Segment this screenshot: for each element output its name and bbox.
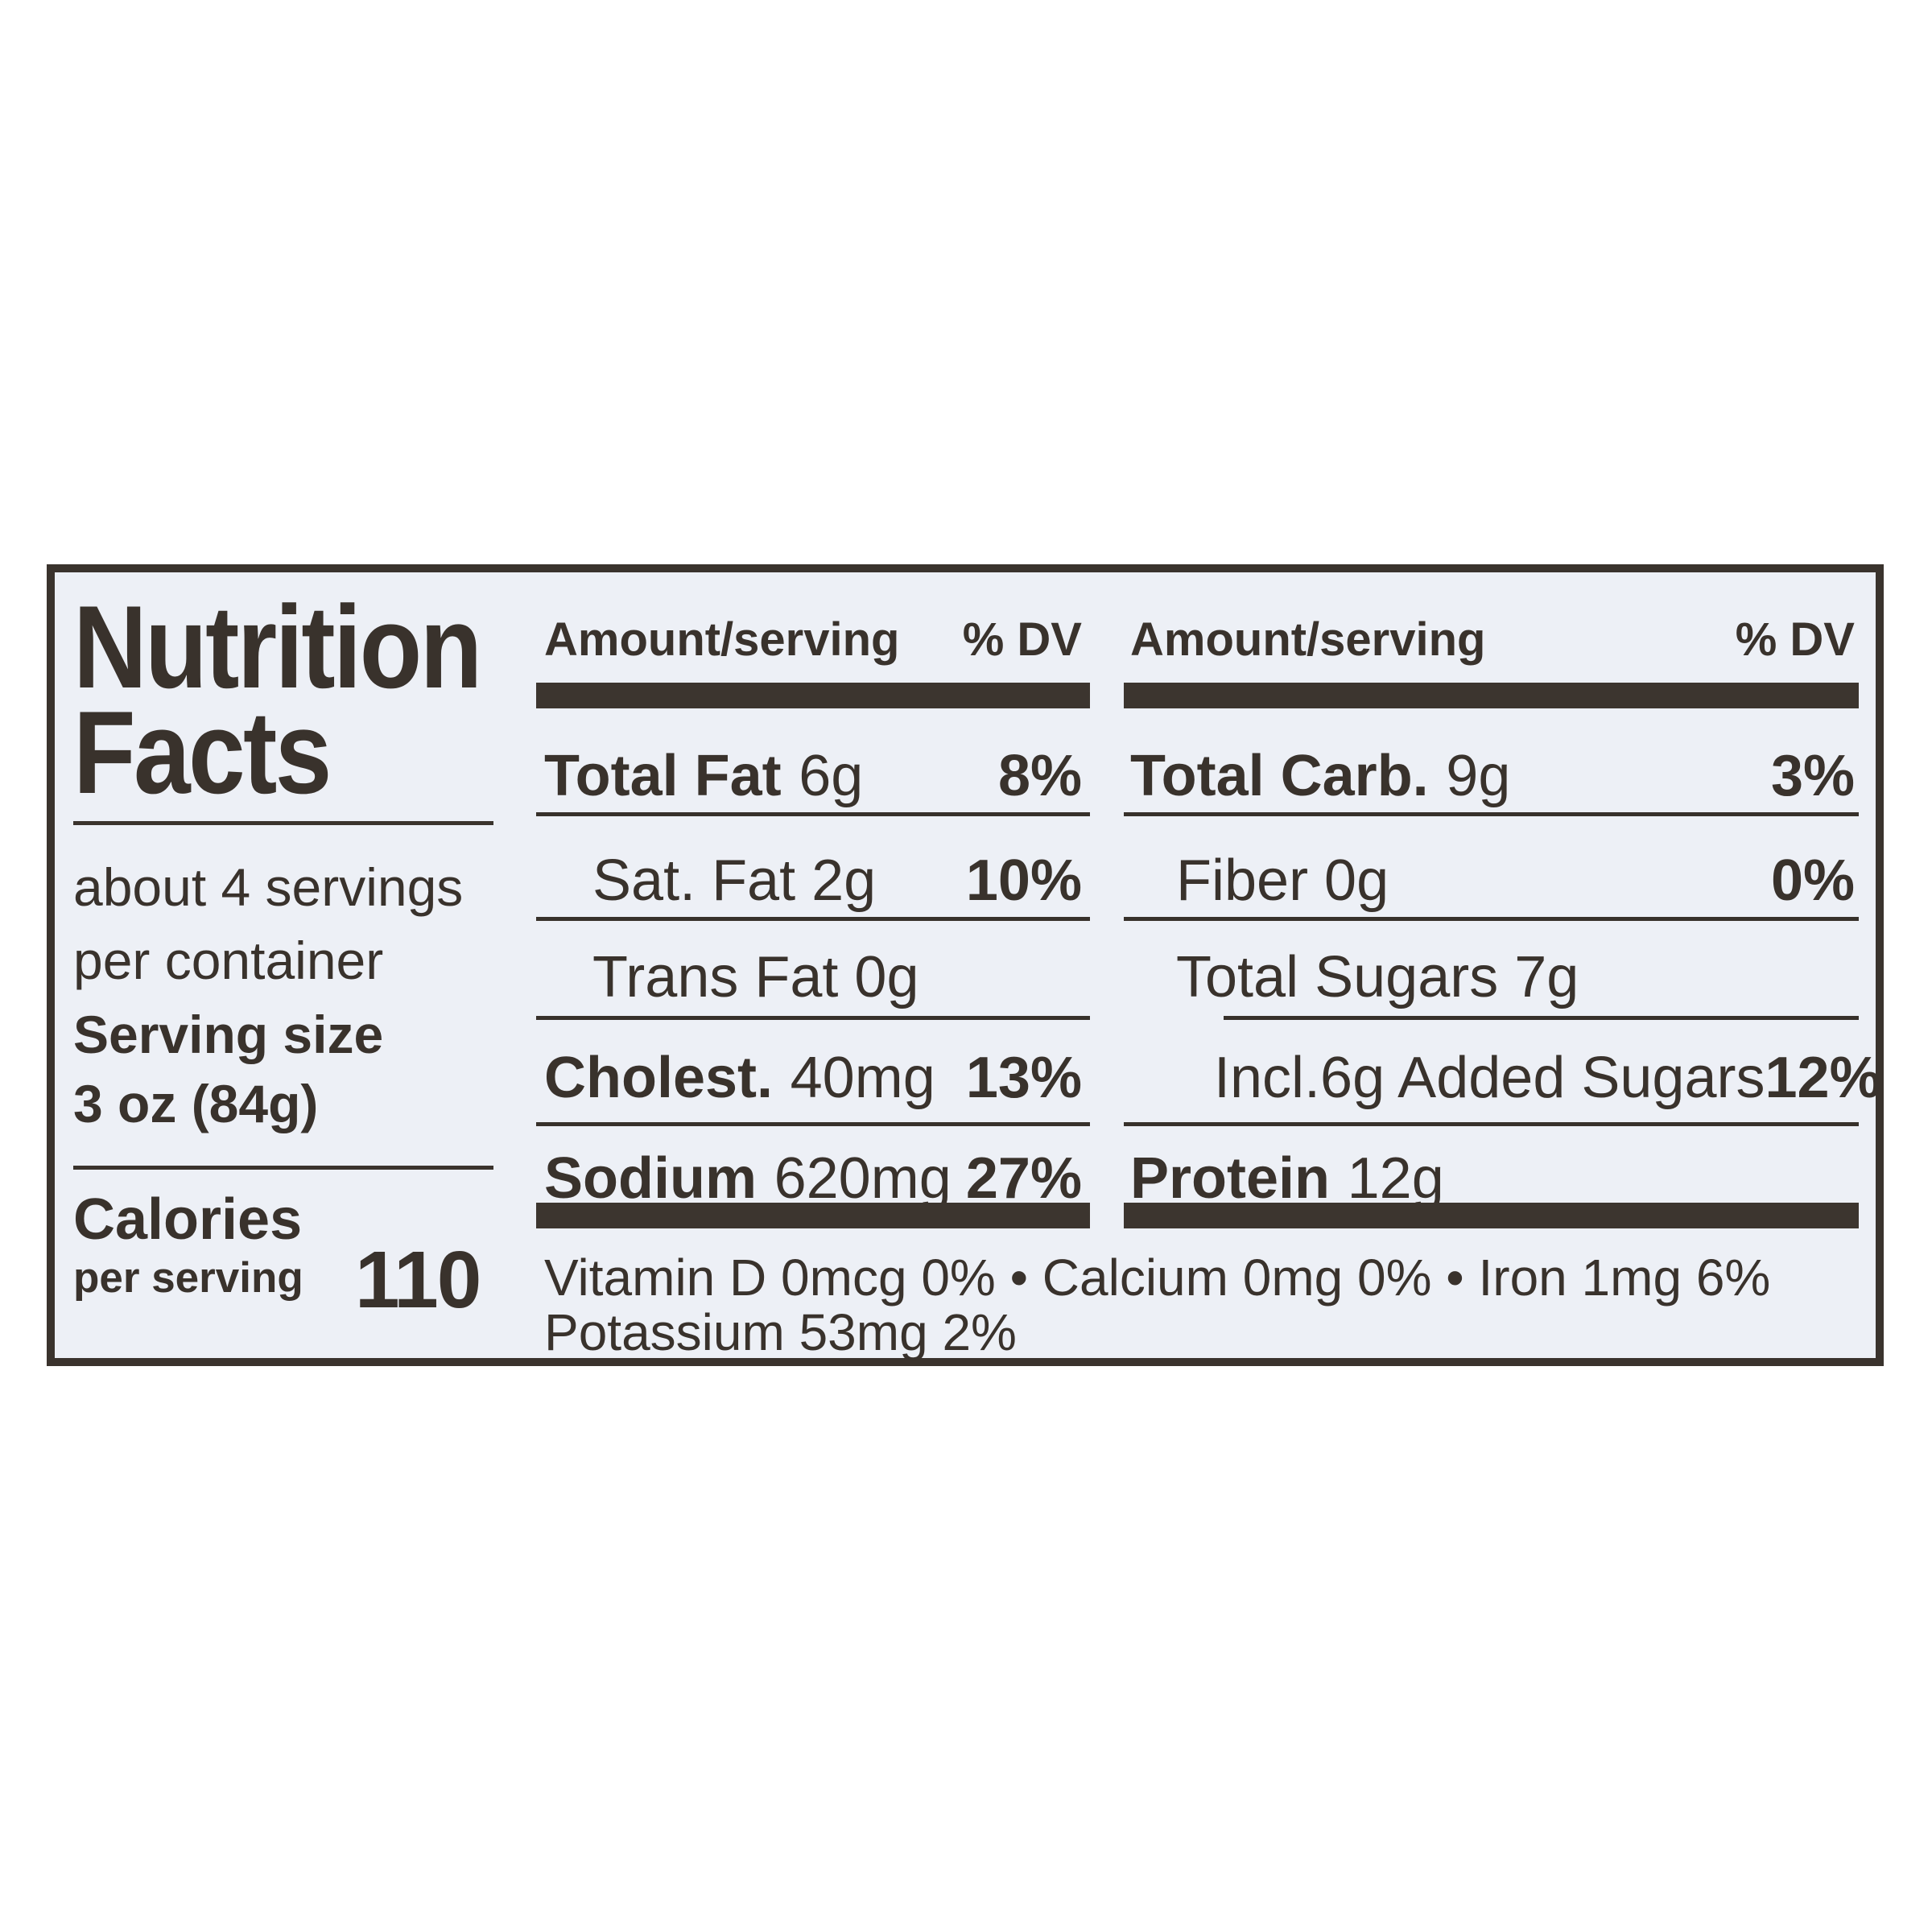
row-total-carb-dv: 3% <box>1770 744 1855 808</box>
middle-hairline-1 <box>536 812 1090 816</box>
right-hairline-4 <box>1124 1122 1859 1126</box>
middle-header-bar <box>536 683 1090 708</box>
row-cholesterol: Cholest. 40mg 13% <box>536 1049 1090 1107</box>
serving-size: Serving size 3 oz (84g) <box>73 1000 383 1138</box>
micronutrients: Vitamin D 0mcg 0% • Calcium 0mg 0% • Iro… <box>544 1250 1859 1360</box>
label-title: Nutrition Facts <box>73 581 482 818</box>
right-hairline-1 <box>1124 812 1859 816</box>
row-cholesterol-dv: 13% <box>965 1046 1082 1110</box>
middle-header-amount: Amount/serving <box>544 613 900 666</box>
row-fiber: Fiber 0g 0% <box>1124 852 1861 910</box>
right-header-bar <box>1124 683 1859 708</box>
servings-per-container: about 4 servings per container <box>73 851 463 997</box>
micronutrients-line2: Potassium 53mg 2% <box>544 1303 1017 1361</box>
middle-column-header: Amount/serving % DV <box>536 617 1090 663</box>
right-hairline-2 <box>1124 917 1859 921</box>
middle-footer-bar <box>536 1203 1090 1228</box>
right-hairline-3-indented <box>1224 1016 1859 1020</box>
calories-label: Calories <box>73 1187 303 1252</box>
row-total-fat: Total Fat 6g 8% <box>536 747 1090 805</box>
left-divider-bottom <box>73 1166 493 1170</box>
row-trans-fat-name: Trans Fat 0g <box>592 945 919 1009</box>
row-total-sugars-name: Total Sugars 7g <box>1176 945 1579 1009</box>
nutrition-facts-label: Nutrition Facts about 4 servings per con… <box>47 564 1884 1366</box>
row-added-sugars: Incl.6g Added Sugars 12% <box>1124 1046 1881 1110</box>
calories-value: 110 <box>355 1235 481 1325</box>
row-sat-fat-dv: 10% <box>965 848 1082 913</box>
row-added-sugars-dv: 12% <box>1765 1046 1881 1110</box>
label-title-line1: Nutrition <box>73 581 482 712</box>
row-sodium: Sodium 620mg 27% <box>536 1150 1090 1208</box>
row-cholesterol-name: Cholest. 40mg <box>544 1046 935 1110</box>
right-footer-bar <box>1124 1203 1859 1228</box>
row-fiber-name: Fiber 0g <box>1176 848 1389 913</box>
row-total-fat-dv: 8% <box>997 744 1082 808</box>
label-title-line2: Facts <box>73 687 332 818</box>
row-sat-fat-name: Sat. Fat 2g <box>592 848 877 913</box>
row-added-sugars-name: Incl.6g Added Sugars <box>1214 1046 1765 1110</box>
middle-hairline-3 <box>536 1016 1090 1020</box>
servings-line1: about 4 servings <box>73 857 464 917</box>
middle-hairline-4 <box>536 1122 1090 1126</box>
right-column-header: Amount/serving % DV <box>1124 617 1861 663</box>
row-total-carb: Total Carb. 9g 3% <box>1124 747 1861 805</box>
right-header-dv: % DV <box>1735 613 1855 666</box>
row-protein: Protein 12g <box>1124 1150 1861 1208</box>
serving-size-label: Serving size <box>73 1005 384 1064</box>
middle-header-dv: % DV <box>962 613 1082 666</box>
row-fiber-dv: 0% <box>1770 848 1855 913</box>
micronutrients-line1: Vitamin D 0mcg 0% • Calcium 0mg 0% • Iro… <box>544 1249 1771 1307</box>
row-total-carb-name: Total Carb. 9g <box>1130 744 1511 808</box>
middle-hairline-2 <box>536 917 1090 921</box>
row-sat-fat: Sat. Fat 2g 10% <box>536 852 1090 910</box>
row-total-sugars: Total Sugars 7g <box>1124 948 1861 1006</box>
row-sodium-dv: 27% <box>965 1146 1082 1211</box>
serving-size-value: 3 oz (84g) <box>73 1074 319 1133</box>
row-trans-fat: Trans Fat 0g <box>536 948 1090 1006</box>
servings-line2: per container <box>73 931 384 990</box>
calories-sublabel: per serving <box>73 1254 303 1302</box>
row-sodium-name: Sodium 620mg <box>544 1146 952 1211</box>
left-divider-top <box>73 821 493 825</box>
right-header-amount: Amount/serving <box>1130 613 1486 666</box>
row-protein-name: Protein 12g <box>1130 1146 1444 1211</box>
row-total-fat-name: Total Fat 6g <box>544 744 864 808</box>
